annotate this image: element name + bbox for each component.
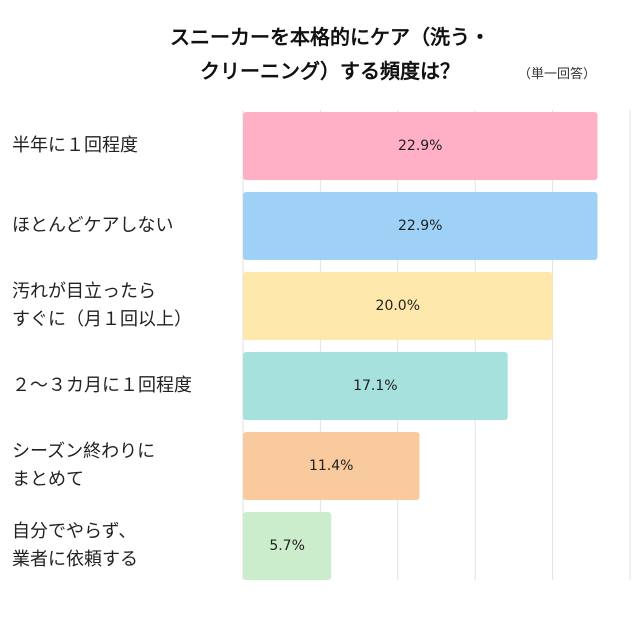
bar	[243, 512, 332, 580]
category-label: 汚れが目立ったら すぐに（月１回以上）	[12, 281, 192, 330]
category-label: 自分でやらず、 業者に依頼する	[12, 521, 138, 570]
value-label: 22.9%	[398, 138, 442, 154]
category-label: 半年に１回程度	[12, 135, 138, 156]
chart-title: スニーカーを本格的にケア（洗う・ クリーニング）する頻度は？	[170, 25, 490, 83]
bar	[243, 192, 598, 260]
category-label: ２～３カ月に１回程度	[12, 375, 192, 396]
chart-subtitle: （単一回答）	[518, 67, 597, 82]
value-label: 22.9%	[398, 218, 442, 234]
bar	[243, 352, 508, 420]
category-label: ほとんどケアしない	[12, 215, 174, 236]
category-label: シーズン終わりに まとめて	[12, 441, 156, 490]
bar	[243, 272, 553, 340]
value-label: 11.4%	[309, 458, 353, 474]
value-label: 5.7%	[269, 538, 305, 554]
bar	[243, 112, 598, 180]
bar	[243, 432, 420, 500]
value-label: 17.1%	[353, 378, 397, 394]
value-label: 20.0%	[376, 298, 420, 314]
